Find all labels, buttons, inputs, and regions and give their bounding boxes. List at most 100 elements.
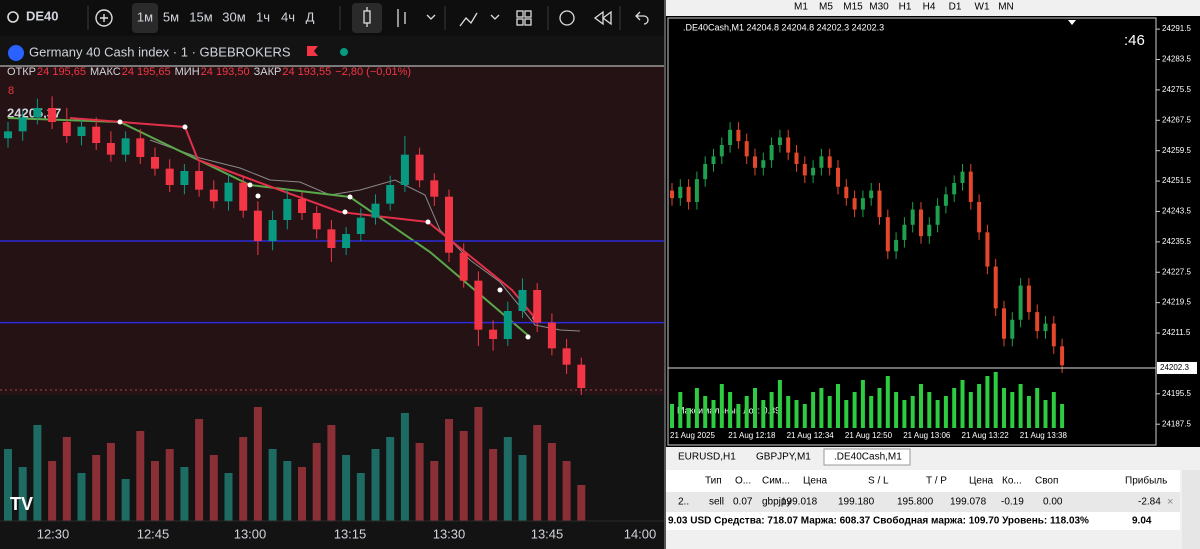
volume-bar (1018, 384, 1023, 428)
volume-bar (445, 419, 453, 521)
candle-body (18, 117, 27, 132)
cell: 199.180 (838, 497, 875, 508)
cell: -2.84 (1138, 497, 1161, 508)
timeframe[interactable]: 5м (163, 9, 179, 24)
y-tick-label: 24211.5 (1162, 328, 1191, 337)
timeframe[interactable]: MN (998, 2, 1014, 13)
time-label: 12:30 (37, 526, 70, 541)
candle-body (719, 144, 724, 157)
timeframe[interactable]: M15 (843, 2, 863, 13)
timeframe[interactable]: 1м (137, 9, 153, 24)
volume-bar (430, 461, 439, 521)
timeframe[interactable]: M5 (819, 2, 833, 13)
candle-body (224, 182, 233, 202)
candle-body (777, 137, 782, 145)
add-icon[interactable] (95, 9, 113, 27)
y-tick-label: 24291.5 (1162, 24, 1191, 33)
volume-bar (943, 396, 948, 428)
scrollbar[interactable] (1182, 470, 1200, 549)
timeframe[interactable]: M1 (794, 2, 808, 13)
column-header[interactable]: Ко... (1002, 476, 1022, 487)
volume-bar (1002, 388, 1006, 428)
toolbar-icons[interactable] (363, 7, 649, 27)
timeframe[interactable]: 4ч (281, 9, 295, 24)
candle-body (694, 179, 699, 202)
volume-bar (400, 413, 409, 521)
timeframe[interactable]: 1ч (256, 9, 270, 24)
cell: 2.. (678, 497, 689, 508)
timer: :46 (1124, 32, 1145, 49)
candle-body (268, 220, 277, 241)
y-tick-label: 24187.5 (1162, 419, 1191, 428)
search-icon[interactable] (7, 11, 19, 23)
volume-bar (77, 473, 86, 521)
table-header (666, 470, 1180, 492)
volume-bar (239, 437, 248, 521)
candle-body (239, 182, 248, 211)
summary-row (666, 512, 1180, 530)
candle-body (885, 217, 890, 252)
candle-body (48, 108, 57, 122)
column-header[interactable]: О... (735, 476, 751, 487)
timeframe[interactable]: Д (306, 9, 315, 24)
tab[interactable]: GBPJPY,M1 (756, 452, 811, 463)
status-dot (340, 48, 348, 56)
column-header[interactable]: Цена (803, 476, 827, 487)
candle-body (744, 141, 749, 157)
volume-bar (165, 449, 174, 521)
symbol[interactable]: DE40 (26, 8, 59, 23)
candle-body (786, 137, 791, 153)
volume-bar (33, 425, 42, 521)
volume-bar (877, 388, 882, 428)
candle-body (894, 239, 899, 252)
tab[interactable]: EURUSD,H1 (678, 452, 736, 463)
volume-bar (62, 437, 71, 521)
candle-body (827, 156, 832, 168)
volume-bar (919, 384, 923, 428)
column-header[interactable]: T / P (926, 476, 947, 487)
candle-body (386, 185, 395, 204)
ohlc-value: 24 193,55 (282, 66, 331, 78)
volume-bar (283, 461, 292, 521)
volume-bar (844, 400, 849, 428)
volume-bar (356, 473, 365, 521)
column-header[interactable]: S / L (868, 476, 889, 487)
timeframe[interactable]: D1 (949, 2, 962, 13)
volume-bar (533, 425, 542, 521)
volume-bar (728, 392, 733, 428)
candles-button[interactable] (352, 3, 382, 33)
shift-marker (1068, 20, 1076, 25)
right-chart-bg (666, 16, 1200, 447)
y-tick-label: 24251.5 (1162, 176, 1191, 185)
timeframe[interactable]: H4 (923, 2, 936, 13)
timeframe[interactable]: H1 (899, 2, 912, 13)
candle-body (253, 210, 262, 241)
candle-body (711, 156, 716, 164)
candle-body (459, 252, 468, 281)
volume-bar (121, 479, 130, 521)
x-label: 21 Aug 13:38 (1020, 431, 1068, 440)
volume-bar (503, 437, 512, 521)
candle-body (577, 364, 586, 388)
timeframe[interactable]: M30 (869, 2, 889, 13)
volume-bar (860, 380, 865, 428)
column-header[interactable]: Сим... (762, 476, 790, 487)
column-header[interactable]: Тип (705, 476, 722, 487)
timeframe[interactable]: W1 (975, 2, 990, 13)
close-order[interactable]: × (1167, 496, 1173, 508)
candle-body (415, 154, 424, 181)
timeframe[interactable]: 30м (222, 9, 245, 24)
tab[interactable]: .DE40Cash,M1 (834, 452, 902, 463)
column-header[interactable]: Цена (969, 476, 993, 487)
candle-body (844, 186, 849, 199)
active-timeframe[interactable] (132, 3, 158, 33)
volume-bar (562, 461, 571, 521)
cell: 0.00 (1043, 497, 1063, 508)
candle-body (703, 163, 708, 180)
volume-bar (342, 455, 351, 521)
timeframe[interactable]: 15м (189, 9, 212, 24)
column-header[interactable]: Прибыль (1125, 475, 1167, 487)
column-header[interactable]: Своп (1035, 476, 1058, 487)
